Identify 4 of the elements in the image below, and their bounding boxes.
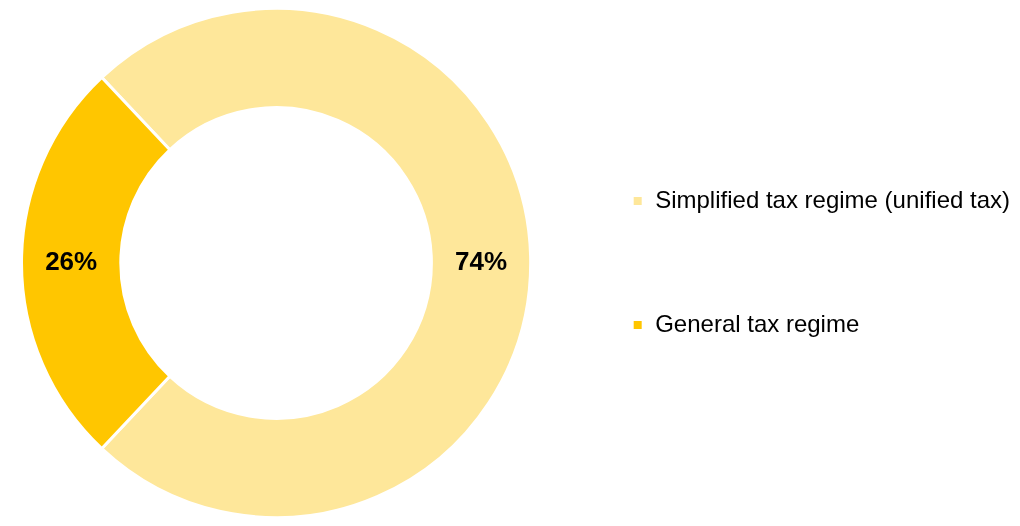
legend-label: Simplified tax regime (unified tax) [655,185,1010,213]
data-label: 74% [455,246,508,277]
data-label: 26% [45,246,98,277]
legend-label: General tax regime [655,309,860,337]
